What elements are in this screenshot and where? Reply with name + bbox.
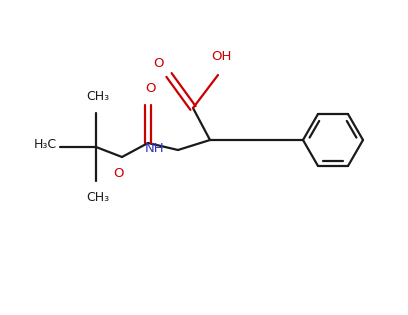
Text: O: O bbox=[114, 167, 124, 180]
Text: O: O bbox=[146, 82, 156, 95]
Text: OH: OH bbox=[211, 50, 231, 63]
Text: NH: NH bbox=[144, 141, 164, 154]
Text: H₃C: H₃C bbox=[34, 139, 57, 152]
Text: O: O bbox=[153, 57, 163, 70]
Text: CH₃: CH₃ bbox=[86, 90, 110, 103]
Text: CH₃: CH₃ bbox=[86, 191, 110, 204]
